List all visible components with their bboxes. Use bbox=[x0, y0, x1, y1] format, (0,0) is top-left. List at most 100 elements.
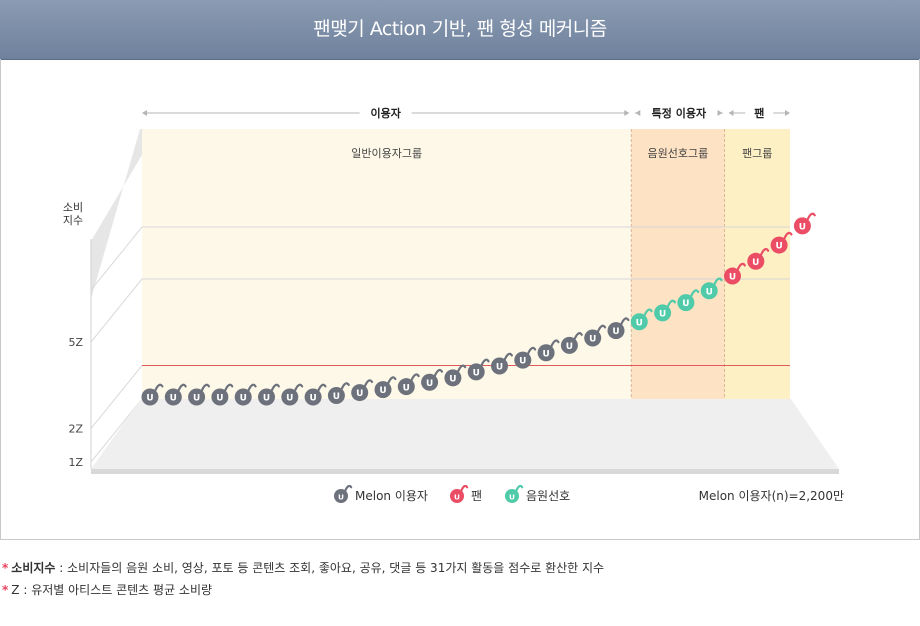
y-axis-label: 지수 bbox=[63, 214, 83, 227]
note-mark: U bbox=[636, 318, 643, 328]
note-stem bbox=[642, 308, 653, 318]
footnote-text: : 소비자들의 음원 소비, 영상, 포토 등 콘텐츠 조회, 좋아요, 공유,… bbox=[55, 561, 605, 575]
user-point: U bbox=[444, 364, 467, 387]
note-mark: U bbox=[170, 394, 177, 404]
bracket-arrow-right-icon bbox=[785, 110, 790, 116]
y-tick-label: 1Z bbox=[68, 456, 83, 469]
note-mark: U bbox=[752, 258, 759, 268]
note-head bbox=[258, 388, 275, 406]
grid-diagonal bbox=[90, 278, 143, 343]
note-head bbox=[770, 236, 788, 254]
note-stem bbox=[293, 383, 304, 393]
note-head bbox=[514, 351, 532, 369]
note-stem bbox=[316, 383, 327, 393]
note-head bbox=[560, 336, 578, 354]
legend-label: Melon 이용자 bbox=[355, 489, 428, 503]
note-mark: U bbox=[338, 493, 344, 502]
fan-point: U bbox=[770, 231, 793, 254]
user-point: U bbox=[304, 383, 327, 406]
note-head bbox=[234, 388, 252, 406]
music_pref-point: U bbox=[677, 289, 700, 312]
note-head bbox=[351, 384, 369, 402]
note-mark: U bbox=[216, 394, 223, 404]
note-stem bbox=[736, 262, 746, 273]
note-stem bbox=[596, 324, 607, 334]
y-axis-label: 소비 bbox=[63, 201, 83, 214]
note-head bbox=[654, 304, 672, 322]
bracket-arrow-left-icon bbox=[635, 110, 641, 116]
note-head bbox=[467, 363, 485, 381]
note-mark: U bbox=[589, 335, 596, 345]
note-stem bbox=[526, 346, 537, 357]
user-point: U bbox=[397, 373, 420, 396]
user-point: U bbox=[141, 383, 164, 406]
fan-point: U bbox=[747, 248, 770, 270]
note-stem bbox=[200, 383, 211, 393]
note-stem bbox=[153, 383, 164, 393]
asterisk-icon: * bbox=[2, 561, 9, 575]
note-mark: U bbox=[454, 493, 460, 502]
note-stem bbox=[514, 484, 524, 493]
sample-size-note: Melon 이용자(n)=2,200만 bbox=[699, 489, 844, 503]
music_pref-point: U bbox=[654, 299, 677, 322]
note-mark: U bbox=[263, 394, 270, 404]
note-head bbox=[793, 217, 811, 235]
page-title: 팬맺기 Action 기반, 팬 형성 메커니즘 bbox=[0, 0, 920, 60]
y-tick-label: 5Z bbox=[68, 336, 83, 349]
note-mark: U bbox=[286, 394, 293, 404]
note-head bbox=[537, 344, 555, 362]
footnote-term: 소비지수 bbox=[11, 561, 56, 575]
note-mark: U bbox=[473, 369, 480, 379]
music_pref-point: U bbox=[700, 277, 723, 300]
note-mark: U bbox=[729, 273, 736, 283]
zone-label: 특정 이용자 bbox=[652, 106, 707, 120]
note-head bbox=[421, 373, 439, 391]
zone-group-label: 음원선호그룹 bbox=[648, 147, 709, 160]
note-stem bbox=[572, 332, 583, 342]
note-mark: U bbox=[193, 394, 200, 404]
bracket-arrow-right-icon bbox=[624, 110, 630, 116]
floor-edge bbox=[91, 469, 839, 474]
chart-panel: 5Z 2Z 1Z 소비 지수 이용자 일반이용자그룹 특정 이용자 음원선호그룹 팬 팬그룹 U U U U… bbox=[0, 59, 920, 540]
note-mark: U bbox=[509, 493, 515, 502]
note-head bbox=[491, 357, 508, 375]
note-stem bbox=[459, 484, 469, 493]
note-mark: U bbox=[682, 299, 689, 309]
note-mark: U bbox=[566, 342, 573, 352]
legend-fan-icon: U bbox=[450, 484, 469, 503]
zone-group-label: 팬그룹 bbox=[742, 147, 772, 160]
note-head bbox=[747, 252, 765, 270]
footnote-consumption-index: * 소비지수 : 소비자들의 음원 소비, 영상, 포토 등 콘텐츠 조회, 좋아… bbox=[2, 558, 604, 580]
note-head bbox=[724, 267, 741, 285]
note-head bbox=[700, 282, 718, 300]
user-point: U bbox=[164, 383, 187, 406]
user-point: U bbox=[514, 346, 537, 369]
user-point: U bbox=[281, 383, 304, 406]
footnote-text: : 유저별 아티스트 콘텐츠 평균 소비량 bbox=[19, 583, 213, 597]
grid-diagonal bbox=[90, 365, 143, 429]
note-stem bbox=[433, 368, 444, 379]
note-head bbox=[188, 388, 206, 406]
bracket-arrow-left-icon bbox=[142, 110, 147, 116]
note-stem bbox=[343, 484, 353, 493]
note-mark: U bbox=[496, 363, 503, 373]
floor bbox=[91, 399, 839, 469]
note-mark: U bbox=[403, 383, 410, 393]
note-mark: U bbox=[775, 242, 782, 252]
note-stem bbox=[386, 376, 397, 386]
note-mark: U bbox=[309, 394, 316, 404]
user-point: U bbox=[234, 383, 257, 406]
user-point: U bbox=[258, 383, 280, 406]
fan-point: U bbox=[724, 262, 746, 285]
user-point: U bbox=[537, 339, 560, 362]
note-stem bbox=[176, 383, 187, 393]
music_pref-point: U bbox=[630, 308, 653, 331]
note-head bbox=[164, 388, 182, 406]
note-mark: U bbox=[799, 223, 806, 233]
note-head bbox=[505, 489, 519, 503]
note-stem bbox=[363, 379, 374, 389]
legend-music_pref-icon: U bbox=[505, 484, 524, 503]
zone-bg-0 bbox=[142, 129, 632, 399]
note-mark: U bbox=[542, 349, 549, 359]
